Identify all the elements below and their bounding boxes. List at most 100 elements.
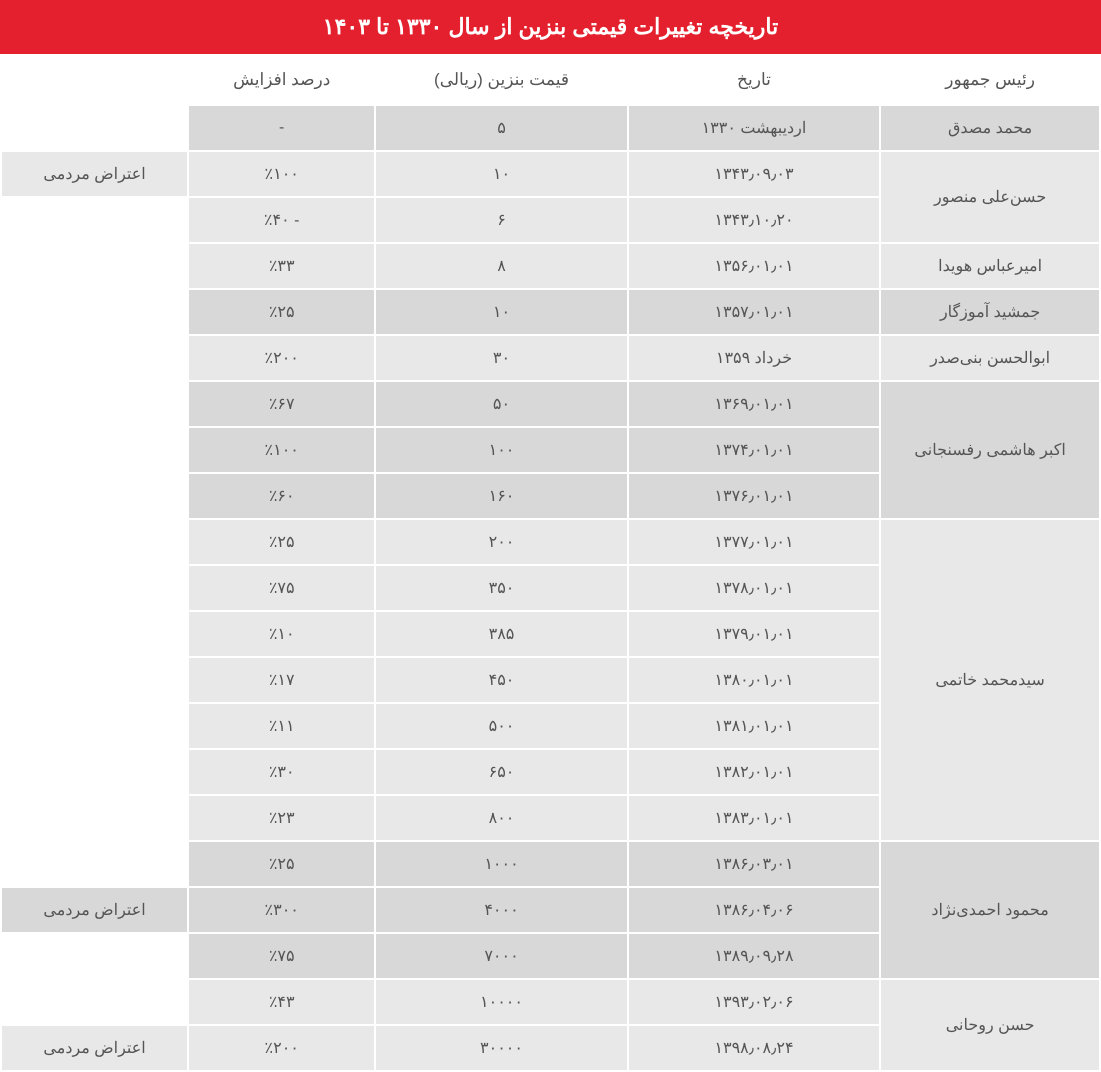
date-cell: ۱۳۸۳٫۰۱٫۰۱ bbox=[629, 796, 879, 840]
price-cell: ۳۰ bbox=[376, 336, 626, 380]
pct-cell: ٪۲۵ bbox=[189, 290, 374, 334]
president-cell: امیرعباس هویدا bbox=[881, 244, 1099, 288]
table-title: تاریخچه تغییرات قیمتی بنزین از سال ۱۳۳۰ … bbox=[0, 0, 1101, 54]
date-cell: ۱۳۸۰٫۰۱٫۰۱ bbox=[629, 658, 879, 702]
note-cell bbox=[2, 198, 187, 242]
price-cell: ۲۰۰ bbox=[376, 520, 626, 564]
date-cell: ۱۳۸۶٫۰۳٫۰۱ bbox=[629, 842, 879, 886]
note-cell: اعتراض مردمی bbox=[2, 888, 187, 932]
pct-cell: ٪۱۷ bbox=[189, 658, 374, 702]
price-cell: ۵ bbox=[376, 106, 626, 150]
pct-cell: ٪۴۳ bbox=[189, 980, 374, 1024]
note-cell bbox=[2, 428, 187, 472]
date-cell: ۱۳۸۱٫۰۱٫۰۱ bbox=[629, 704, 879, 748]
date-cell: ۱۳۸۲٫۰۱٫۰۱ bbox=[629, 750, 879, 794]
pct-cell: ٪۱۰ bbox=[189, 612, 374, 656]
table-row: جمشید آموزگار۱۳۵۷٫۰۱٫۰۱۱۰٪۲۵ bbox=[2, 290, 1099, 334]
note-cell bbox=[2, 474, 187, 518]
president-cell: محمود احمدی‌نژاد bbox=[881, 842, 1099, 978]
date-cell: ۱۳۴۳٫۱۰٫۲۰ bbox=[629, 198, 879, 242]
date-cell: ۱۳۷۴٫۰۱٫۰۱ bbox=[629, 428, 879, 472]
price-cell: ۵۰ bbox=[376, 382, 626, 426]
col-note bbox=[2, 56, 187, 104]
header-row: رئیس جمهور تاریخ قیمت بنزین (ریالی) درصد… bbox=[2, 56, 1099, 104]
date-cell: ۱۳۷۸٫۰۱٫۰۱ bbox=[629, 566, 879, 610]
price-cell: ۳۸۵ bbox=[376, 612, 626, 656]
note-cell bbox=[2, 290, 187, 334]
date-cell: ۱۳۷۹٫۰۱٫۰۱ bbox=[629, 612, 879, 656]
col-price: قیمت بنزین (ریالی) bbox=[376, 56, 626, 104]
pct-cell: ٪۱۰۰ bbox=[189, 428, 374, 472]
table-row: امیرعباس هویدا۱۳۵۶٫۰۱٫۰۱۸٪۳۳ bbox=[2, 244, 1099, 288]
table-row: سیدمحمد خاتمی۱۳۷۷٫۰۱٫۰۱۲۰۰٪۲۵ bbox=[2, 520, 1099, 564]
date-cell: ۱۳۸۶٫۰۴٫۰۶ bbox=[629, 888, 879, 932]
price-cell: ۳۵۰ bbox=[376, 566, 626, 610]
president-cell: سیدمحمد خاتمی bbox=[881, 520, 1099, 840]
price-cell: ۱۰ bbox=[376, 290, 626, 334]
date-cell: ۱۳۴۳٫۰۹٫۰۳ bbox=[629, 152, 879, 196]
price-cell: ۱۰۰۰ bbox=[376, 842, 626, 886]
note-cell bbox=[2, 106, 187, 150]
pct-cell: ٪۳۰ bbox=[189, 750, 374, 794]
pct-cell: ٪۶۷ bbox=[189, 382, 374, 426]
price-cell: ۷۰۰۰ bbox=[376, 934, 626, 978]
president-cell: حسن روحانی bbox=[881, 980, 1099, 1070]
date-cell: ۱۳۷۷٫۰۱٫۰۱ bbox=[629, 520, 879, 564]
price-cell: ۱۶۰ bbox=[376, 474, 626, 518]
pct-cell: ٪۲۵ bbox=[189, 520, 374, 564]
pct-cell: ٪۳۳ bbox=[189, 244, 374, 288]
table-row: محمود احمدی‌نژاد۱۳۸۶٫۰۳٫۰۱۱۰۰۰٪۲۵ bbox=[2, 842, 1099, 886]
table-row: محمد مصدقاردیبهشت ۱۳۳۰۵- bbox=[2, 106, 1099, 150]
note-cell bbox=[2, 382, 187, 426]
president-cell: اکبر هاشمی رفسنجانی bbox=[881, 382, 1099, 518]
pct-cell: ٪۲۰۰ bbox=[189, 336, 374, 380]
pct-cell: ٪۶۰ bbox=[189, 474, 374, 518]
note-cell bbox=[2, 750, 187, 794]
note-cell bbox=[2, 842, 187, 886]
price-history-table: رئیس جمهور تاریخ قیمت بنزین (ریالی) درصد… bbox=[0, 54, 1101, 1072]
table-row: اکبر هاشمی رفسنجانی۱۳۶۹٫۰۱٫۰۱۵۰٪۶۷ bbox=[2, 382, 1099, 426]
pct-cell: - ٪۴۰ bbox=[189, 198, 374, 242]
note-cell bbox=[2, 566, 187, 610]
price-cell: ۴۰۰۰ bbox=[376, 888, 626, 932]
price-cell: ۳۰۰۰۰ bbox=[376, 1026, 626, 1070]
date-cell: ۱۳۷۶٫۰۱٫۰۱ bbox=[629, 474, 879, 518]
col-pct: درصد افزایش bbox=[189, 56, 374, 104]
note-cell bbox=[2, 704, 187, 748]
pct-cell: ٪۲۰۰ bbox=[189, 1026, 374, 1070]
president-cell: جمشید آموزگار bbox=[881, 290, 1099, 334]
date-cell: اردیبهشت ۱۳۳۰ bbox=[629, 106, 879, 150]
table-row: حسن‌علی منصور۱۳۴۳٫۰۹٫۰۳۱۰٪۱۰۰اعتراض مردم… bbox=[2, 152, 1099, 196]
price-cell: ۱۰ bbox=[376, 152, 626, 196]
note-cell bbox=[2, 658, 187, 702]
note-cell bbox=[2, 520, 187, 564]
president-cell: محمد مصدق bbox=[881, 106, 1099, 150]
price-cell: ۸۰۰ bbox=[376, 796, 626, 840]
date-cell: خرداد ۱۳۵۹ bbox=[629, 336, 879, 380]
note-cell bbox=[2, 244, 187, 288]
price-cell: ۴۵۰ bbox=[376, 658, 626, 702]
pct-cell: ٪۲۵ bbox=[189, 842, 374, 886]
president-cell: حسن‌علی منصور bbox=[881, 152, 1099, 242]
price-cell: ۵۰۰ bbox=[376, 704, 626, 748]
note-cell: اعتراض مردمی bbox=[2, 152, 187, 196]
date-cell: ۱۳۶۹٫۰۱٫۰۱ bbox=[629, 382, 879, 426]
table-row: ابوالحسن بنی‌صدرخرداد ۱۳۵۹۳۰٪۲۰۰ bbox=[2, 336, 1099, 380]
pct-cell: - bbox=[189, 106, 374, 150]
price-cell: ۸ bbox=[376, 244, 626, 288]
note-cell bbox=[2, 796, 187, 840]
president-cell: ابوالحسن بنی‌صدر bbox=[881, 336, 1099, 380]
price-cell: ۱۰۰۰۰ bbox=[376, 980, 626, 1024]
note-cell bbox=[2, 934, 187, 978]
col-president: رئیس جمهور bbox=[881, 56, 1099, 104]
date-cell: ۱۳۵۶٫۰۱٫۰۱ bbox=[629, 244, 879, 288]
date-cell: ۱۳۸۹٫۰۹٫۲۸ bbox=[629, 934, 879, 978]
col-date: تاریخ bbox=[629, 56, 879, 104]
table-row: حسن روحانی۱۳۹۳٫۰۲٫۰۶۱۰۰۰۰٪۴۳ bbox=[2, 980, 1099, 1024]
date-cell: ۱۳۹۸٫۰۸٫۲۴ bbox=[629, 1026, 879, 1070]
pct-cell: ٪۷۵ bbox=[189, 934, 374, 978]
note-cell bbox=[2, 612, 187, 656]
note-cell bbox=[2, 980, 187, 1024]
price-cell: ۱۰۰ bbox=[376, 428, 626, 472]
note-cell bbox=[2, 336, 187, 380]
